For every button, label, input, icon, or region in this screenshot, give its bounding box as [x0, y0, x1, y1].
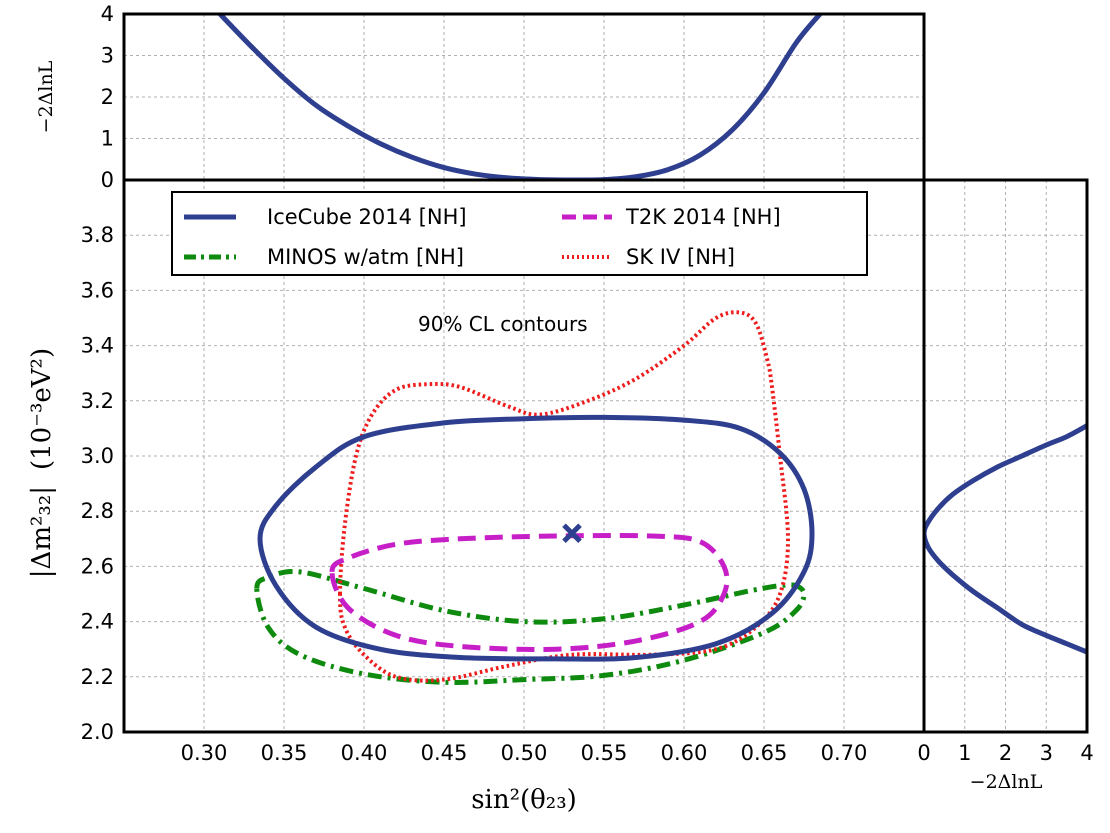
- main-series-layer: [254, 310, 815, 685]
- right-series-layer: [924, 423, 1087, 655]
- y-tick-label-5: 3.0: [81, 444, 114, 468]
- x-tick-label-1: 0.35: [261, 741, 308, 765]
- y-axis-label-unit: (10⁻³eV²): [27, 348, 57, 470]
- best-fit-marker: [562, 523, 582, 544]
- x-tick-label-3: 0.45: [421, 741, 468, 765]
- x-tick-label-4: 0.50: [501, 741, 548, 765]
- y-tick-label-2: 2.4: [81, 610, 114, 634]
- x-axis-label: sin²(θ₂₃): [471, 785, 577, 815]
- contour-sk-iv-nh: [338, 310, 790, 683]
- top-y-tick-label-3: 3: [101, 44, 114, 68]
- right-x-tick-label-3: 3: [1040, 741, 1053, 765]
- contour-icecube-2014-nh: [257, 414, 815, 662]
- y-tick-label-3: 2.6: [81, 554, 114, 578]
- legend-entry-icecube: IceCube 2014 [NH]: [184, 205, 467, 229]
- top-panel-y-label: −2ΔlnL: [35, 60, 57, 133]
- tick-labels: 0.30 0.35 0.40 0.45 0.50 0.55 0.60 0.65 0.70 2.0 2…: [81, 2, 1094, 765]
- y-tick-label-6: 3.2: [81, 389, 114, 413]
- x-tick-label-8: 0.70: [821, 741, 868, 765]
- legend-label-sk: SK IV [NH]: [626, 245, 735, 269]
- right-x-tick-label-2: 2: [999, 741, 1012, 765]
- legend-label-t2k: T2K 2014 [NH]: [625, 205, 781, 229]
- best-fit-stroke-2: [562, 523, 582, 544]
- right-profile-curve: [924, 423, 1087, 655]
- right-x-tick-label-0: 0: [917, 741, 930, 765]
- legend-entry-minos: MINOS w/atm [NH]: [184, 245, 464, 269]
- contours-annotation: 90% CL contours: [418, 312, 588, 336]
- legend: IceCube 2014 [NH] MINOS w/atm [NH] T2K 2…: [171, 191, 868, 276]
- x-tick-label-6: 0.60: [661, 741, 708, 765]
- y-axis-label: |Δm²₃₂| (10⁻³eV²): [27, 348, 57, 578]
- legend-label-minos: MINOS w/atm [NH]: [267, 245, 464, 269]
- y-tick-label-0: 2.0: [81, 720, 114, 744]
- legend-entry-t2k: T2K 2014 [NH]: [562, 205, 781, 229]
- contour-minos-w-atm-nh: [254, 569, 807, 685]
- y-tick-label-9: 3.8: [81, 223, 114, 247]
- right-x-tick-label-1: 1: [958, 741, 971, 765]
- y-axis-label-symbol: |Δm²₃₂|: [27, 486, 57, 578]
- top-axes-frame: [122, 12, 926, 182]
- top-y-tick-label-1: 1: [101, 127, 114, 151]
- top-y-tick-label-2: 2: [101, 85, 114, 109]
- legend-box: [171, 191, 868, 276]
- x-tick-label-2: 0.40: [341, 741, 388, 765]
- top-y-tick-label-0: 0: [101, 168, 114, 192]
- legend-label-icecube: IceCube 2014 [NH]: [267, 205, 467, 229]
- top-y-tick-label-4: 4: [101, 2, 114, 26]
- right-x-tick-label-4: 4: [1080, 741, 1093, 765]
- right-axes-frame: [922, 178, 1089, 734]
- right-panel-x-label: −2ΔlnL: [970, 771, 1043, 793]
- y-tick-label-8: 3.6: [81, 278, 114, 302]
- x-tick-label-5: 0.55: [581, 741, 628, 765]
- y-tick-label-4: 2.8: [81, 499, 114, 523]
- y-tick-label-1: 2.2: [81, 665, 114, 689]
- legend-entry-sk: SK IV [NH]: [562, 245, 735, 269]
- y-tick-label-7: 3.4: [81, 334, 114, 358]
- right-grid: [923, 180, 1088, 733]
- x-tick-label-7: 0.65: [741, 741, 788, 765]
- x-tick-label-0: 0.30: [181, 741, 228, 765]
- contour-t2k-2014-nh: [329, 532, 730, 652]
